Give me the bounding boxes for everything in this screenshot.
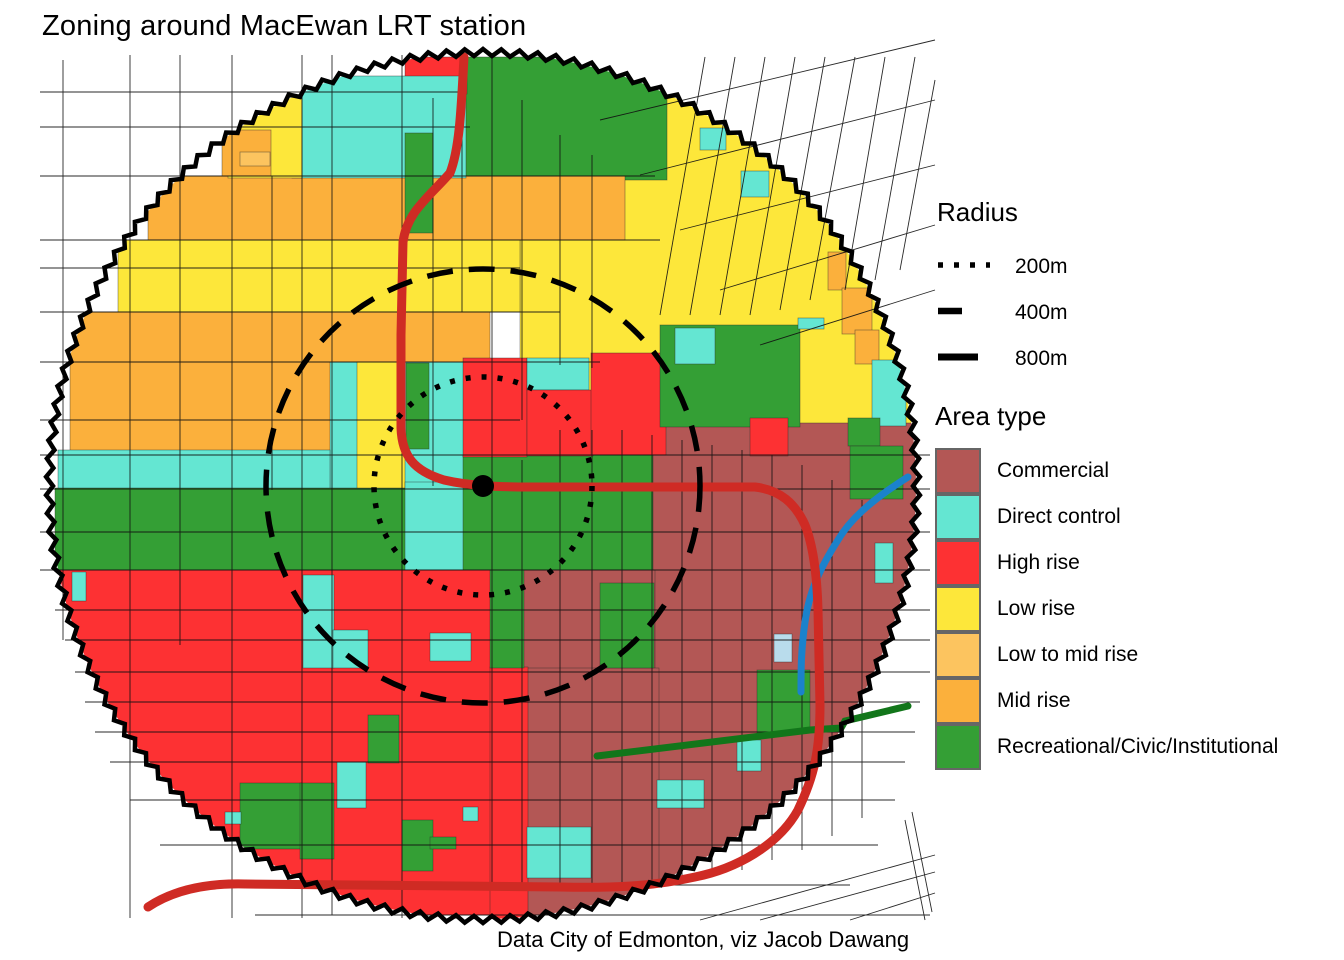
- area-legend-label: Direct control: [997, 505, 1121, 528]
- zone-rec: [454, 56, 668, 181]
- area-legend-title: Area type: [935, 401, 1047, 431]
- zone-direct_control: [656, 779, 705, 809]
- zone-mid_rise: [827, 251, 847, 291]
- zone-direct_control: [224, 811, 242, 825]
- zone-low_rise: [117, 239, 521, 313]
- zone-rec: [239, 782, 303, 850]
- zone-high_rise: [462, 357, 528, 458]
- radius-legend-label: 400m: [1015, 301, 1068, 324]
- area-legend-item-high_rise: High rise: [935, 540, 1340, 586]
- zone-rec: [847, 417, 881, 447]
- zone-rec: [54, 487, 408, 573]
- color-swatch-mid_rise: [935, 678, 981, 724]
- area-legend-item-low_rise: Low rise: [935, 586, 1340, 632]
- radius-200m-ring: [371, 374, 595, 598]
- solid-line-icon: [937, 350, 993, 368]
- area-legend-label: Mid rise: [997, 689, 1071, 712]
- color-swatch-rec: [935, 724, 981, 770]
- radius-400m-ring: [263, 266, 703, 706]
- dashed-line-icon: [937, 304, 993, 322]
- zone-direct_control: [874, 542, 894, 584]
- radius-legend-label: 200m: [1015, 255, 1068, 278]
- zone-rec: [599, 582, 655, 669]
- station-marker-dot: [472, 475, 494, 497]
- area-legend-item-mid_rise: Mid rise: [935, 678, 1340, 724]
- radius-legend: Radius 200m 400m 800m: [937, 197, 1337, 382]
- radius-legend-item-800m: 800m: [937, 336, 1337, 382]
- zone-rec: [429, 836, 457, 850]
- color-swatch-low_to_mid: [935, 632, 981, 678]
- area-legend-item-direct_control: Direct control: [935, 494, 1340, 540]
- radius-legend-item-400m: 400m: [937, 290, 1337, 336]
- color-swatch-low_rise: [935, 586, 981, 632]
- zone-direct_control: [526, 826, 592, 879]
- zone-direct_control: [797, 317, 825, 330]
- zone-mid_rise: [69, 311, 491, 365]
- zone-direct_control: [71, 571, 87, 602]
- radius-legend-item-200m: 200m: [937, 244, 1337, 290]
- zone-mid_rise: [147, 175, 626, 241]
- zone-direct_control: [736, 739, 762, 772]
- dotted-line-icon: [937, 258, 993, 276]
- zone-direct_control: [462, 806, 479, 822]
- radius-800m-ring: [43, 46, 923, 926]
- color-swatch-direct_control: [935, 494, 981, 540]
- radius-legend-items: 200m 400m 800m: [937, 244, 1337, 382]
- zone-mid_rise: [854, 329, 880, 365]
- zone-direct_control: [526, 357, 590, 391]
- page-title: Zoning around MacEwan LRT station: [42, 10, 527, 42]
- zone-light_blue: [773, 633, 793, 663]
- zone-rec: [367, 714, 400, 764]
- area-legend-label: Commercial: [997, 459, 1110, 482]
- lrt-route-line: [143, 52, 825, 912]
- zone-high_rise: [749, 417, 789, 457]
- zone-direct_control: [302, 574, 335, 669]
- zone-direct_control: [404, 481, 471, 573]
- zone-rec: [299, 782, 335, 860]
- zone-direct_control: [674, 327, 716, 365]
- area-legend-label: Low to mid rise: [997, 643, 1139, 666]
- area-legend-item-rec: Recreational/Civic/Institutional: [935, 724, 1340, 770]
- zone-direct_control: [871, 359, 907, 427]
- zone-rec: [405, 362, 430, 450]
- zone-low_to_mid: [239, 151, 271, 167]
- area-legend-label: Recreational/Civic/Institutional: [997, 735, 1279, 758]
- zone-direct_control: [429, 632, 472, 662]
- area-legend-item-low_to_mid: Low to mid rise: [935, 632, 1340, 678]
- area-type-legend: Area type Commercial Direct control High r…: [935, 401, 1340, 770]
- zone-direct_control: [336, 761, 367, 809]
- area-legend-label: Low rise: [997, 597, 1076, 620]
- area-legend-label: High rise: [997, 551, 1080, 574]
- zoning-parcels: [54, 56, 916, 919]
- zone-rec: [401, 819, 434, 872]
- zone-mid_rise: [69, 361, 333, 453]
- color-swatch-high_rise: [935, 540, 981, 586]
- zone-rec: [489, 569, 525, 669]
- zone-direct_control: [332, 629, 369, 669]
- radius-legend-title: Radius: [937, 197, 1018, 227]
- radius-legend-label: 800m: [1015, 347, 1068, 370]
- zone-high_rise: [590, 352, 667, 456]
- area-legend-item-commercial: Commercial: [935, 448, 1340, 494]
- color-swatch-commercial: [935, 448, 981, 494]
- zone-direct_control: [740, 170, 770, 198]
- data-credit: Data City of Edmonton, viz Jacob Dawang: [497, 927, 910, 952]
- area-legend-items: Commercial Direct control High rise Low ris…: [935, 448, 1340, 770]
- zone-rec: [849, 445, 904, 500]
- zone-direct_control: [57, 449, 331, 491]
